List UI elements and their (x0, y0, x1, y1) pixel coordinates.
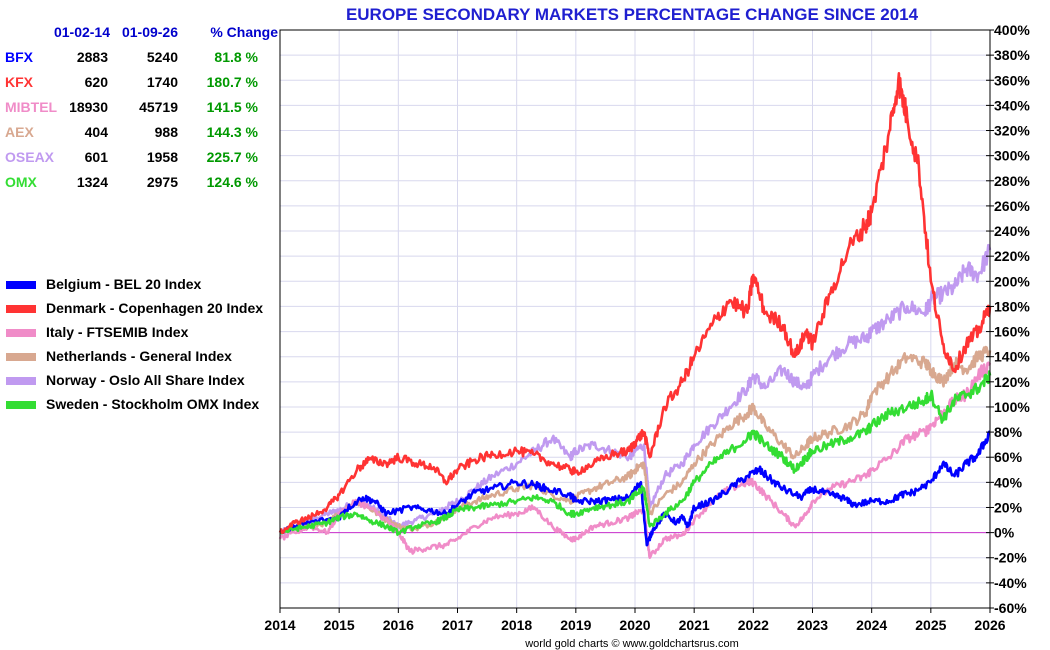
y-tick-label: 280% (994, 173, 1030, 189)
legend-label: Denmark - Copenhagen 20 Index (46, 300, 263, 316)
x-tick-label: 2018 (501, 617, 532, 633)
y-tick-label: 100% (994, 399, 1030, 415)
y-tick-label: 60% (994, 449, 1023, 465)
y-axis-ticks: 400% 380% 360% 340% 320% 300% 280% 260% 240% 220%… (986, 22, 1030, 616)
series-lines (278, 72, 992, 560)
table-end-value: 988 (155, 124, 179, 140)
table-change-value: 124.6 % (207, 174, 259, 190)
table-end-value: 5240 (147, 49, 178, 65)
y-tick-label: -40% (994, 575, 1027, 591)
legend-label: Sweden - Stockholm OMX Index (46, 396, 259, 412)
table-change-value: 81.8 % (214, 49, 258, 65)
y-tick-label: 120% (994, 374, 1030, 390)
legend-label: Norway - Oslo All Share Index (46, 372, 245, 388)
y-tick-label: 380% (994, 47, 1030, 63)
table-start-value: 601 (85, 149, 109, 165)
x-tick-label: 2015 (324, 617, 355, 633)
table-ticker: OSEAX (5, 149, 55, 165)
y-tick-label: 240% (994, 223, 1030, 239)
legend-label: Belgium - BEL 20 Index (46, 276, 202, 292)
x-tick-label: 2026 (974, 617, 1005, 633)
x-tick-label: 2020 (619, 617, 650, 633)
legend-swatch (6, 281, 36, 289)
x-tick-label: 2025 (915, 617, 946, 633)
table-ticker: BFX (5, 49, 34, 65)
y-tick-label: 40% (994, 474, 1023, 490)
legend-swatch (6, 377, 36, 385)
table-change-value: 225.7 % (207, 149, 259, 165)
legend-swatch (6, 353, 36, 361)
y-tick-label: 340% (994, 97, 1030, 113)
performance-table: 01-02-14 01-09-26 % Change BFX 2883 5240 81… (5, 24, 278, 190)
chart-credit: world gold charts © www.goldchartsrus.co… (524, 638, 739, 650)
y-tick-label: 220% (994, 248, 1030, 264)
y-tick-label: 200% (994, 273, 1030, 289)
table-end-value: 45719 (139, 99, 178, 115)
series-line (279, 370, 992, 537)
y-tick-label: 20% (994, 499, 1023, 515)
table-ticker: OMX (5, 174, 38, 190)
table-ticker: KFX (5, 74, 34, 90)
y-tick-label: -60% (994, 600, 1027, 616)
y-tick-label: 180% (994, 298, 1030, 314)
x-tick-label: 2016 (383, 617, 414, 633)
table-end-value: 1958 (147, 149, 178, 165)
table-start-value: 2883 (77, 49, 108, 65)
legend: Belgium - BEL 20 Index Denmark - Copenhag… (6, 276, 263, 412)
y-tick-label: -20% (994, 550, 1027, 566)
y-tick-label: 320% (994, 123, 1030, 139)
table-header-end: 01-09-26 (122, 24, 178, 40)
y-tick-label: 0% (994, 525, 1015, 541)
table-header-start: 01-02-14 (54, 24, 110, 40)
table-start-value: 404 (85, 124, 109, 140)
y-tick-label: 400% (994, 22, 1030, 38)
x-tick-label: 2014 (264, 617, 295, 633)
legend-swatch (6, 305, 36, 313)
x-tick-label: 2019 (560, 617, 591, 633)
y-tick-label: 80% (994, 424, 1023, 440)
series-line (278, 361, 992, 560)
table-header-change: % Change (210, 24, 278, 40)
legend-label: Italy - FTSEMIB Index (46, 324, 189, 340)
y-tick-label: 160% (994, 324, 1030, 340)
legend-label: Netherlands - General Index (46, 348, 232, 364)
series-line (278, 72, 992, 535)
table-end-value: 1740 (147, 74, 178, 90)
y-tick-label: 360% (994, 72, 1030, 88)
x-tick-label: 2017 (442, 617, 473, 633)
y-tick-label: 300% (994, 148, 1030, 164)
table-change-value: 141.5 % (207, 99, 259, 115)
y-tick-label: 260% (994, 198, 1030, 214)
legend-swatch (6, 401, 36, 409)
x-tick-label: 2022 (738, 617, 769, 633)
table-ticker: MIBTEL (5, 99, 58, 115)
x-tick-label: 2021 (679, 617, 710, 633)
table-ticker: AEX (5, 124, 34, 140)
table-start-value: 620 (85, 74, 109, 90)
table-start-value: 1324 (77, 174, 108, 190)
y-tick-label: 140% (994, 349, 1030, 365)
table-change-value: 180.7 % (207, 74, 259, 90)
legend-swatch (6, 329, 36, 337)
x-tick-label: 2023 (797, 617, 828, 633)
table-start-value: 18930 (69, 99, 108, 115)
table-end-value: 2975 (147, 174, 178, 190)
table-change-value: 144.3 % (207, 124, 259, 140)
chart-title: EUROPE SECONDARY MARKETS PERCENTAGE CHAN… (346, 5, 919, 24)
x-axis-ticks: 2014 2015 2016 2017 2018 2019 2020 2021 2022 2023… (264, 608, 1006, 633)
x-tick-label: 2024 (856, 617, 887, 633)
